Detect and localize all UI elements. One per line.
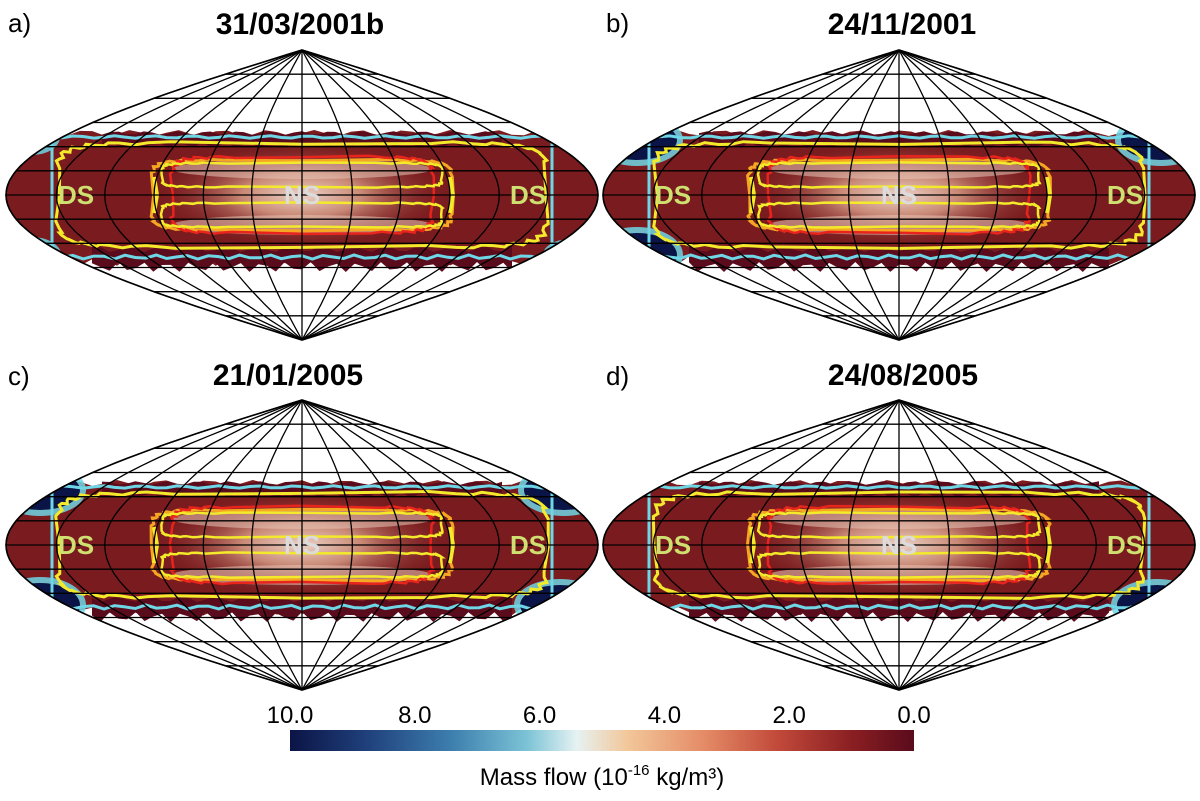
panel-letter: d): [606, 361, 629, 391]
colorbar-tick-label: 10.0: [267, 702, 314, 729]
colorbar-tick-label: 2.0: [773, 702, 806, 729]
colorbar-gradient: [290, 730, 914, 751]
colorbar-ticks: 10.0 8.0 6.0 4.0 2.0 0.0: [267, 702, 931, 729]
panel-d: d) 24/08/2005 DS NS DS: [602, 359, 1196, 691]
dark-lobe: [548, 245, 592, 269]
region-label-ds: DS: [655, 180, 691, 210]
region-label-ds: DS: [58, 530, 94, 560]
region-label-ds: DS: [1107, 180, 1143, 210]
map-outline: [5, 49, 599, 341]
panel-letter: c): [8, 361, 30, 391]
region-label-ns: NS: [881, 180, 917, 210]
graticule: [602, 399, 1196, 691]
graticule: [602, 49, 1196, 341]
colorbar-tick-label: 6.0: [523, 702, 556, 729]
panel-title: 21/01/2005: [213, 359, 363, 392]
contour-yellow-inner-top: [160, 161, 444, 189]
contour-yellow-outer: [652, 140, 1147, 250]
panel-a: a) 31/03/2001b DS NS DS: [5, 8, 599, 341]
contour-yellow-outer: [54, 489, 550, 600]
contour-yellow-inner-bottom: [756, 551, 1043, 579]
contour-yellow-outer: [54, 140, 550, 250]
map-outline: [5, 399, 599, 691]
region-label-ds: DS: [510, 530, 546, 560]
dark-lobe-halo: [542, 239, 598, 275]
map-outline: [602, 49, 1196, 341]
region-label-ds: DS: [655, 530, 691, 560]
panel-title: 24/11/2001: [828, 8, 977, 41]
region-label-ns: NS: [881, 530, 917, 560]
dark-lobe: [1121, 120, 1195, 160]
colorbar-tick-label: 4.0: [648, 702, 681, 729]
dark-lobe: [8, 243, 56, 271]
map-outline: [602, 399, 1196, 691]
contour-yellow-inner-bottom: [159, 201, 445, 229]
graticule: [5, 399, 599, 691]
region-label-ds: DS: [58, 180, 94, 210]
panel-c: c) 21/01/2005 DS NS DS: [5, 359, 599, 691]
dark-lobe: [603, 120, 677, 160]
region-label-ds: DS: [1107, 530, 1143, 560]
panel-title: 31/03/2001b: [216, 8, 384, 41]
panel-letter: a): [8, 8, 31, 38]
contour-yellow-inner-top: [756, 161, 1042, 189]
contour-yellow-inner-bottom: [757, 201, 1042, 229]
panel-b: b) 24/11/2001 DS NS DS: [602, 8, 1196, 341]
contour-red: [766, 504, 1032, 586]
panel-letter: b): [606, 8, 629, 38]
colorbar: 10.0 8.0 6.0 4.0 2.0 0.0 Mass flow (10-16 kg/…: [267, 702, 931, 791]
colorbar-label: Mass flow (10-16 kg/m³): [480, 762, 724, 791]
dark-lobe: [524, 470, 598, 510]
colorbar-tick-label: 8.0: [398, 702, 431, 729]
contour-yellow-inner-top: [160, 511, 445, 539]
graticule: [5, 49, 599, 341]
contour-yellow-inner-bottom: [159, 551, 446, 579]
region-label-ds: DS: [510, 180, 546, 210]
contour-red: [168, 504, 436, 586]
panel-title: 24/08/2005: [828, 359, 978, 392]
region-label-ns: NS: [284, 180, 320, 210]
colorbar-tick-label: 0.0: [897, 702, 930, 729]
contour-yellow-inner-top: [756, 511, 1043, 539]
region-label-ns: NS: [284, 530, 320, 560]
panels-group: a) 31/03/2001b DS NS DS b) 24/11/2001 DS NS DS c) 2…: [5, 8, 1196, 691]
